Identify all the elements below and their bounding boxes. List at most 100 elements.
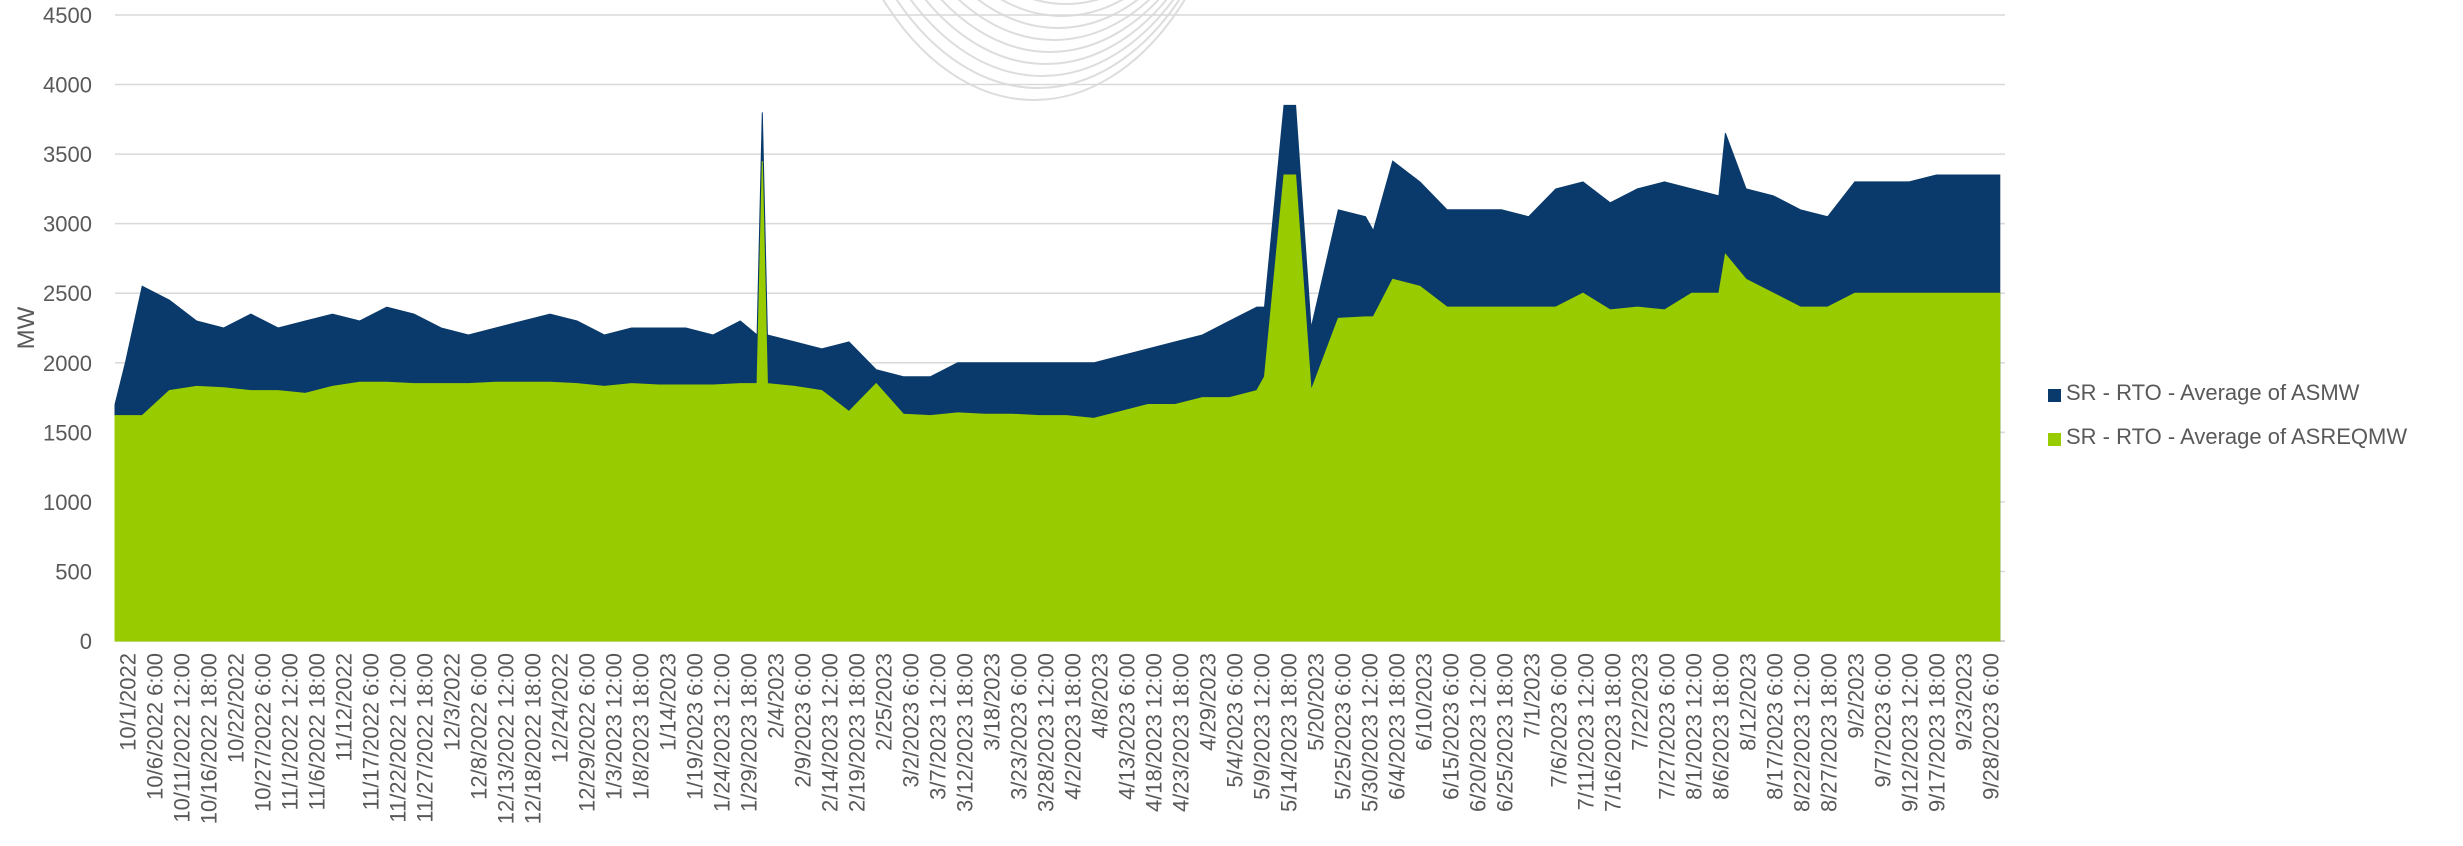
x-tick-label: 2/14/2023 12:00 — [818, 653, 843, 812]
legend-label-asreqmw: SR - RTO - Average of ASREQMW — [2066, 424, 2407, 449]
x-tick-label: 3/12/2023 18:00 — [953, 653, 978, 812]
x-tick-label: 12/18/2022 18:00 — [521, 653, 546, 824]
x-tick-label: 3/2/2023 6:00 — [899, 653, 924, 788]
y-tick-label: 2000 — [43, 351, 92, 376]
x-tick-label: 5/4/2023 6:00 — [1223, 653, 1248, 788]
x-tick-label: 3/7/2023 12:00 — [926, 653, 951, 800]
y-tick-label: 4500 — [43, 3, 92, 28]
y-tick-label: 2500 — [43, 281, 92, 306]
x-tick-label: 3/23/2023 6:00 — [1007, 653, 1032, 800]
x-tick-label: 12/3/2022 — [440, 653, 465, 751]
watermark-arcs — [882, 0, 1186, 101]
x-tick-label: 3/18/2023 — [980, 653, 1005, 751]
x-tick-label: 7/1/2023 — [1520, 653, 1545, 739]
x-tick-label: 4/2/2023 18:00 — [1061, 653, 1086, 800]
x-tick-label: 2/4/2023 — [764, 653, 789, 739]
x-tick-label: 9/2/2023 — [1844, 653, 1869, 739]
watermark-arc — [909, 0, 1175, 77]
x-tick-label: 6/25/2023 18:00 — [1493, 653, 1518, 812]
x-tick-label: 4/8/2023 — [1088, 653, 1113, 739]
watermark-arc — [882, 0, 1186, 101]
watermark-arc — [895, 0, 1181, 89]
x-tick-label: 11/12/2022 — [332, 653, 357, 761]
x-tick-label: 11/27/2022 18:00 — [413, 653, 438, 823]
x-tick-label: 12/24/2022 — [548, 653, 573, 763]
y-axis-label: MW — [13, 306, 40, 349]
x-tick-label: 12/8/2022 6:00 — [467, 653, 492, 800]
legend-label-asmw: SR - RTO - Average of ASMW — [2066, 380, 2360, 405]
x-tick-label: 8/27/2023 18:00 — [1817, 653, 1842, 812]
y-axis-ticks: 0 500 1000 1500 2000 2500 3000 3500 4000 4500 — [43, 3, 92, 654]
x-tick-label: 9/23/2023 — [1952, 653, 1977, 751]
watermark-arc — [957, 0, 1151, 41]
x-tick-label: 1/24/2023 12:00 — [710, 653, 735, 812]
x-tick-label: 8/22/2023 12:00 — [1790, 653, 1815, 812]
x-axis-ticks: 10/1/2022 10/6/2022 6:00 10/11/2022 12:00 1… — [116, 653, 2004, 824]
x-tick-label: 11/17/2022 6:00 — [359, 653, 384, 810]
legend: SR - RTO - Average of ASMW SR - RTO - Av… — [2048, 380, 2407, 449]
x-tick-label: 7/27/2023 6:00 — [1655, 653, 1680, 800]
x-tick-label: 1/29/2023 18:00 — [737, 653, 762, 812]
plot-areas — [114, 104, 2001, 642]
x-tick-label: 10/27/2022 6:00 — [251, 653, 276, 812]
x-tick-label: 11/22/2022 12:00 — [386, 653, 411, 823]
x-tick-label: 5/30/2023 12:00 — [1358, 653, 1383, 812]
y-tick-label: 4000 — [43, 73, 92, 98]
y-tick-label: 500 — [55, 559, 92, 584]
x-tick-label: 9/17/2023 18:00 — [1925, 653, 1950, 812]
x-tick-label: 1/19/2023 6:00 — [683, 653, 708, 800]
x-tick-label: 8/17/2023 6:00 — [1763, 653, 1788, 800]
series-asreqmw-area — [114, 161, 2001, 642]
x-tick-label: 5/9/2023 12:00 — [1250, 653, 1275, 800]
x-tick-label: 2/25/2023 — [872, 653, 897, 751]
x-tick-label: 9/28/2023 6:00 — [1979, 653, 2004, 800]
y-tick-label: 1500 — [43, 420, 92, 445]
x-tick-label: 1/14/2023 — [656, 653, 681, 751]
x-tick-label: 4/13/2023 6:00 — [1115, 653, 1140, 800]
x-tick-label: 4/18/2023 12:00 — [1142, 653, 1167, 812]
x-tick-label: 9/7/2023 6:00 — [1871, 653, 1896, 788]
x-tick-label: 12/29/2022 6:00 — [575, 653, 600, 812]
y-tick-label: 3000 — [43, 212, 92, 237]
x-tick-label: 7/11/2023 12:00 — [1574, 653, 1599, 810]
x-tick-label: 6/20/2023 12:00 — [1466, 653, 1491, 812]
y-tick-label: 3500 — [43, 142, 92, 167]
x-tick-label: 2/9/2023 6:00 — [791, 653, 816, 788]
x-tick-label: 10/6/2022 6:00 — [143, 653, 168, 800]
y-tick-label: 0 — [80, 629, 92, 654]
x-tick-label: 11/6/2022 18:00 — [305, 653, 330, 810]
y-tick-label: 1000 — [43, 490, 92, 515]
watermark-arc — [924, 0, 1168, 65]
x-tick-label: 8/6/2023 18:00 — [1709, 653, 1734, 800]
x-tick-label: 7/16/2023 18:00 — [1601, 653, 1626, 812]
x-tick-label: 7/22/2023 — [1628, 653, 1653, 751]
x-tick-label: 5/25/2023 6:00 — [1331, 653, 1356, 800]
x-tick-label: 7/6/2023 6:00 — [1547, 653, 1572, 788]
x-tick-label: 4/23/2023 18:00 — [1169, 653, 1194, 812]
x-tick-label: 6/4/2023 18:00 — [1385, 653, 1410, 800]
x-tick-label: 6/10/2023 — [1412, 653, 1437, 751]
x-tick-label: 10/22/2022 — [224, 653, 249, 763]
x-tick-label: 3/28/2023 12:00 — [1034, 653, 1059, 812]
legend-swatch-asreqmw — [2048, 433, 2061, 446]
x-tick-label: 12/13/2022 12:00 — [494, 653, 519, 824]
x-tick-label: 10/11/2022 12:00 — [170, 653, 195, 823]
legend-swatch-asmw — [2048, 389, 2061, 402]
x-tick-label: 6/15/2023 6:00 — [1439, 653, 1464, 800]
x-tick-label: 1/8/2023 18:00 — [629, 653, 654, 800]
x-tick-label: 11/1/2022 12:00 — [278, 653, 303, 810]
x-tick-label: 10/1/2022 — [116, 653, 141, 751]
x-tick-label: 9/12/2023 12:00 — [1898, 653, 1923, 812]
watermark-arc — [977, 0, 1139, 29]
watermark-arc — [1000, 0, 1124, 17]
x-tick-label: 8/12/2023 — [1736, 653, 1761, 751]
x-tick-label: 2/19/2023 18:00 — [845, 653, 870, 812]
x-tick-label: 4/29/2023 — [1196, 653, 1221, 751]
x-tick-label: 8/1/2023 12:00 — [1682, 653, 1707, 800]
x-tick-label: 1/3/2023 12:00 — [602, 653, 627, 800]
watermark-arc — [940, 0, 1160, 53]
watermark-arc — [1032, 0, 1100, 5]
x-tick-label: 5/20/2023 — [1304, 653, 1329, 751]
